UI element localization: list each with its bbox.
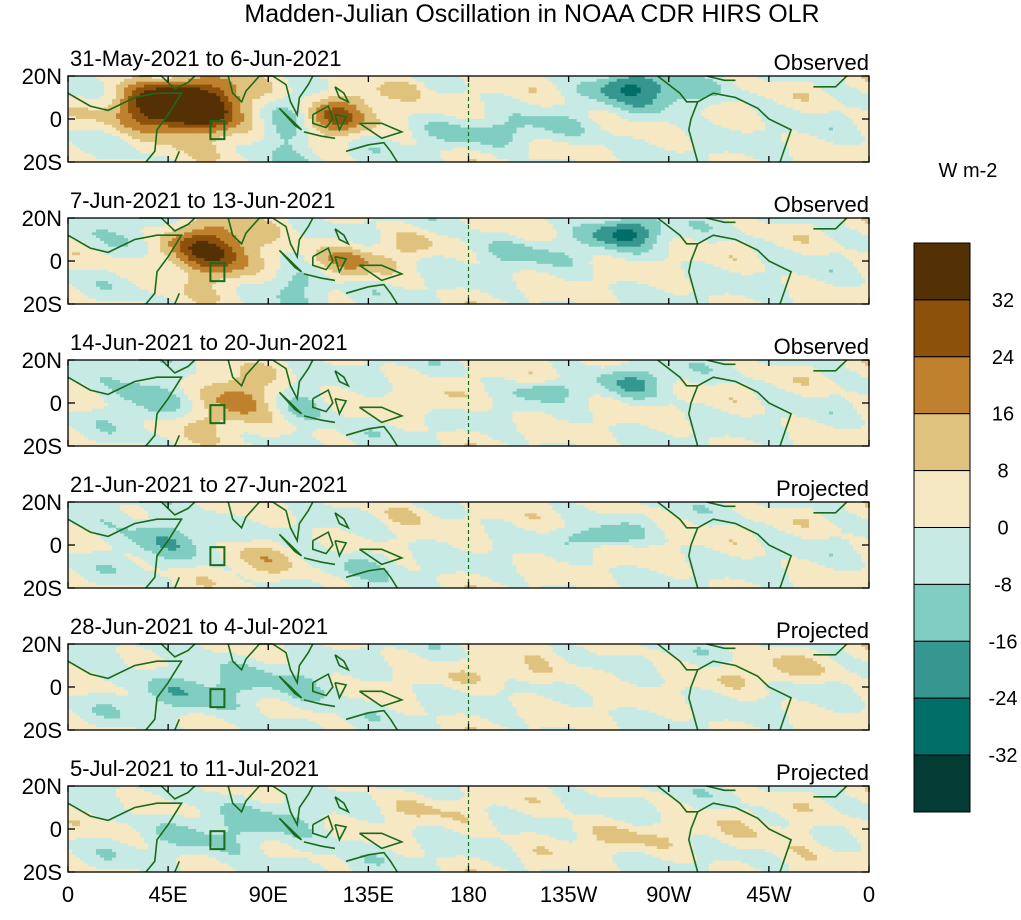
- chart-title: Madden-Julian Oscillation in NOAA CDR HI…: [244, 0, 819, 28]
